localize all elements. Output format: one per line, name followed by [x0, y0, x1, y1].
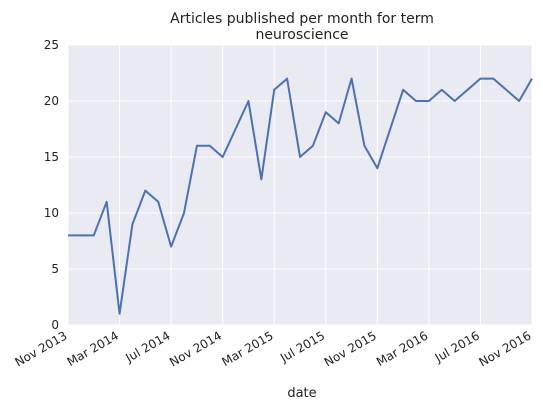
x-tick-label: Mar 2015 [219, 328, 275, 369]
chart-title: Articles published per month for term [170, 11, 434, 27]
y-axis-ticks: 0 5 10 15 20 25 [44, 38, 59, 332]
x-tick-label: Nov 2013 [12, 328, 69, 369]
x-tick-label: Nov 2015 [322, 328, 379, 369]
chart-subtitle: neuroscience [255, 27, 348, 43]
x-tick-label: Jul 2015 [277, 328, 327, 365]
y-tick-label: 15 [44, 150, 59, 164]
y-tick-label: 10 [44, 206, 59, 220]
x-tick-label: Nov 2014 [167, 328, 224, 369]
y-tick-label: 0 [51, 318, 59, 332]
x-tick-label: Nov 2016 [476, 328, 533, 369]
series-layer [68, 77, 533, 315]
x-tick-label: Mar 2014 [65, 328, 121, 369]
series-line [68, 77, 533, 315]
x-tick-label: Jul 2016 [432, 328, 482, 365]
y-tick-label: 25 [44, 38, 59, 52]
x-tick-label: Jul 2014 [122, 328, 172, 365]
x-axis-label: date [287, 386, 316, 401]
y-tick-label: 20 [44, 94, 59, 108]
x-tick-label: Mar 2016 [374, 328, 430, 369]
y-tick-label: 5 [51, 262, 59, 276]
plot-area [68, 45, 532, 325]
